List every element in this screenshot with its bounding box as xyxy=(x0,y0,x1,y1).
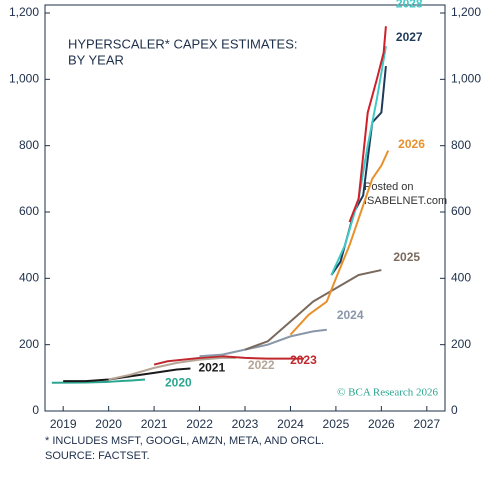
chart-subtitle: BY YEAR xyxy=(68,52,124,67)
watermark: Posted on xyxy=(364,181,414,193)
series-label: 2028 xyxy=(396,0,423,10)
y2-tick-label: 1,000 xyxy=(451,72,481,86)
series-line xyxy=(153,355,305,366)
series-line xyxy=(348,26,387,223)
y2-tick-label: 1,200 xyxy=(451,5,481,19)
y2-tick-label: 800 xyxy=(451,138,471,152)
series-line xyxy=(63,367,191,383)
series-label: 2027 xyxy=(396,30,423,44)
footnote: * INCLUDES MSFT, GOOGL, AMZN, META, AND … xyxy=(45,435,324,447)
x-tick-label: 2020 xyxy=(95,417,122,431)
series-line xyxy=(51,378,146,384)
x-tick-label: 2021 xyxy=(141,417,168,431)
series-label: 2022 xyxy=(248,358,275,372)
y-tick-label: 1,200 xyxy=(9,5,39,19)
source: SOURCE: FACTSET. xyxy=(45,450,150,462)
series-line xyxy=(108,356,236,381)
series-line xyxy=(199,328,327,358)
y2-tick-label: 400 xyxy=(451,271,471,285)
series-label: 2023 xyxy=(290,353,317,367)
watermark: ISABELNET.com xyxy=(364,195,447,207)
y2-tick-label: 600 xyxy=(451,204,471,218)
x-tick-label: 2026 xyxy=(368,417,395,431)
y-tick-label: 400 xyxy=(19,271,39,285)
credit: © BCA Research 2026 xyxy=(337,387,438,399)
series-line xyxy=(330,65,387,276)
x-tick-label: 2027 xyxy=(413,417,440,431)
x-tick-label: 2023 xyxy=(232,417,259,431)
y2-tick-label: 200 xyxy=(451,337,471,351)
y-tick-label: 600 xyxy=(19,204,39,218)
series-line xyxy=(244,269,382,351)
y-tick-label: 1,000 xyxy=(9,72,39,86)
series-label: 2025 xyxy=(393,250,420,264)
series-label: 2024 xyxy=(337,308,364,322)
x-tick-label: 2019 xyxy=(50,417,77,431)
series-line xyxy=(289,150,390,336)
y-tick-label: 0 xyxy=(32,403,39,417)
y2-tick-label: 0 xyxy=(451,403,458,417)
series-label: 2020 xyxy=(165,376,192,390)
y-tick-label: 200 xyxy=(19,337,39,351)
y-tick-label: 800 xyxy=(19,138,39,152)
x-tick-label: 2025 xyxy=(323,417,350,431)
chart-title: HYPERSCALER* CAPEX ESTIMATES: xyxy=(68,36,298,51)
x-tick-label: 2024 xyxy=(277,417,304,431)
series-label: 2021 xyxy=(198,361,225,375)
series-label: 2026 xyxy=(398,137,425,151)
series-line xyxy=(330,45,387,276)
x-tick-label: 2022 xyxy=(186,417,213,431)
